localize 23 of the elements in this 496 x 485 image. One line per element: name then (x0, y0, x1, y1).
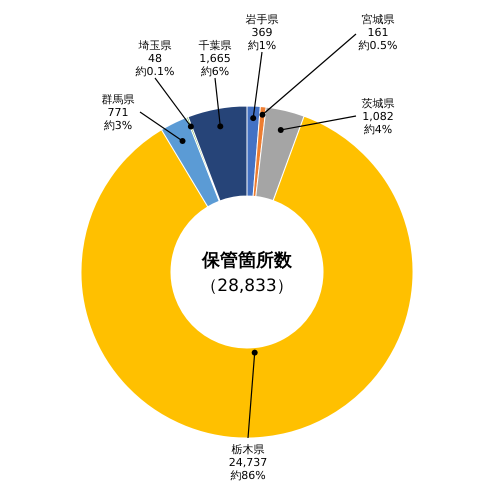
slice-label: 茨城県 (362, 97, 394, 110)
data-label: 1,665 (199, 52, 231, 65)
data-label: 48 (148, 52, 162, 65)
slice-label: 千葉県 (198, 39, 232, 52)
text: 約3% (104, 119, 132, 132)
text: （28,833） (200, 276, 294, 296)
text: 約0.5% (358, 39, 398, 52)
data-label: 1,082 (362, 110, 394, 123)
text: 約1% (248, 39, 276, 52)
data-label: 369 (252, 26, 272, 39)
data-label: 161 (368, 26, 388, 39)
text: 約0.1% (136, 65, 174, 78)
slice-label: 群馬県 (102, 93, 134, 106)
data-label: 771 (108, 106, 128, 119)
slice-label: 埼玉県 (138, 39, 172, 52)
text: 約86% (230, 469, 266, 482)
text: 約4% (364, 123, 392, 136)
text: 保管箇所数 (201, 250, 293, 271)
slice-label: 栃木県 (232, 443, 264, 456)
data-label: 24,737 (228, 456, 268, 469)
text: 約6% (200, 65, 230, 78)
slice-label: 宮城県 (362, 13, 394, 26)
slice-label: 岩手県 (246, 13, 278, 26)
